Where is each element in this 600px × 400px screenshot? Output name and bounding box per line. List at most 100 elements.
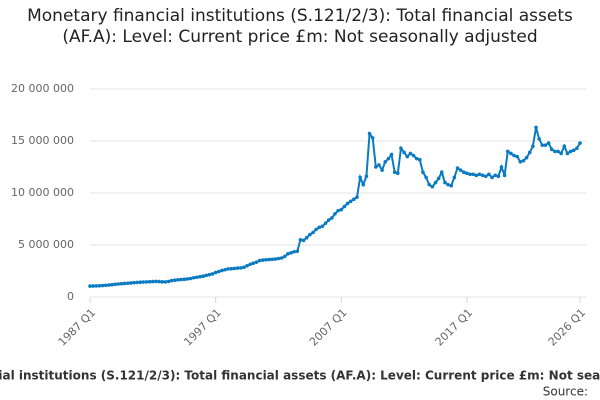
data-point bbox=[358, 175, 362, 180]
data-point bbox=[129, 281, 133, 285]
data-point bbox=[308, 232, 312, 237]
data-point bbox=[173, 278, 177, 282]
data-point bbox=[568, 149, 573, 154]
data-point bbox=[282, 254, 287, 259]
data-point bbox=[257, 258, 262, 263]
data-point bbox=[461, 170, 466, 174]
data-point bbox=[405, 154, 410, 159]
data-point bbox=[377, 163, 381, 167]
data-point bbox=[201, 274, 205, 279]
data-point bbox=[471, 172, 476, 177]
source-label: Source: bbox=[543, 385, 588, 399]
data-point bbox=[421, 170, 425, 174]
data-point bbox=[546, 141, 551, 145]
data-point bbox=[474, 173, 479, 178]
data-point bbox=[198, 274, 202, 279]
data-point bbox=[543, 143, 548, 147]
data-point bbox=[352, 197, 356, 202]
data-point bbox=[251, 261, 256, 266]
y-tick-label: 15 000 000 bbox=[11, 134, 74, 147]
data-point bbox=[455, 166, 460, 170]
x-tick-label: 1997 Q1 bbox=[181, 306, 224, 349]
data-point bbox=[443, 180, 447, 185]
data-point bbox=[575, 146, 579, 151]
data-point bbox=[333, 212, 337, 216]
data-point bbox=[477, 172, 482, 177]
data-point bbox=[216, 269, 221, 274]
footer-title: Monetary financial institutions (S.121/2… bbox=[0, 369, 600, 383]
data-point bbox=[370, 136, 375, 140]
data-point bbox=[220, 268, 224, 273]
data-point bbox=[88, 284, 92, 288]
data-point bbox=[399, 146, 403, 151]
data-point bbox=[458, 168, 463, 172]
data-point bbox=[116, 282, 121, 286]
data-point bbox=[487, 172, 491, 177]
data-point bbox=[169, 278, 174, 283]
data-point bbox=[301, 238, 306, 243]
data-point bbox=[502, 173, 507, 178]
x-tick-label: 2026 Q1 bbox=[546, 306, 589, 349]
data-point bbox=[336, 208, 340, 213]
data-point bbox=[182, 277, 187, 282]
data-point bbox=[141, 280, 146, 284]
data-point bbox=[238, 266, 243, 270]
data-point bbox=[223, 267, 227, 272]
data-point bbox=[496, 174, 501, 179]
data-point bbox=[213, 270, 218, 275]
x-tick-label: 2017 Q1 bbox=[433, 306, 476, 349]
data-point bbox=[408, 151, 413, 156]
data-point bbox=[295, 249, 300, 254]
data-point bbox=[578, 141, 582, 145]
data-point bbox=[427, 182, 432, 187]
x-tick-label: 1987 Q1 bbox=[56, 306, 99, 349]
data-point bbox=[248, 262, 252, 267]
data-point bbox=[185, 277, 190, 281]
data-point bbox=[113, 282, 117, 287]
data-point bbox=[229, 266, 234, 271]
data-point bbox=[157, 279, 161, 284]
data-point bbox=[490, 175, 494, 180]
data-point bbox=[103, 283, 108, 288]
data-point bbox=[235, 266, 240, 270]
y-tick-label: 20 000 000 bbox=[11, 82, 74, 95]
data-point bbox=[380, 168, 384, 172]
data-point bbox=[499, 165, 504, 169]
data-point bbox=[549, 147, 554, 152]
data-point bbox=[279, 256, 284, 260]
data-point bbox=[418, 157, 422, 162]
data-point bbox=[270, 257, 274, 262]
data-point bbox=[521, 158, 526, 163]
data-point bbox=[446, 182, 450, 187]
data-point bbox=[264, 257, 268, 262]
data-point bbox=[122, 281, 127, 286]
data-point bbox=[367, 131, 372, 136]
data-point bbox=[119, 281, 124, 286]
data-point bbox=[176, 278, 180, 282]
data-point bbox=[194, 275, 199, 280]
y-tick-label: 0 bbox=[67, 290, 74, 303]
x-tick-label: 2007 Q1 bbox=[307, 306, 350, 349]
data-point bbox=[154, 279, 158, 284]
data-point bbox=[91, 284, 95, 288]
data-point bbox=[559, 151, 563, 156]
data-point bbox=[518, 160, 523, 164]
data-point bbox=[298, 238, 303, 242]
chart-title: Monetary financial institutions (S.121/2… bbox=[27, 6, 573, 47]
data-point bbox=[383, 160, 388, 164]
data-point bbox=[254, 260, 259, 264]
data-point bbox=[433, 180, 438, 185]
data-point bbox=[339, 207, 344, 212]
data-point bbox=[210, 272, 215, 276]
data-point bbox=[348, 199, 353, 204]
data-point bbox=[392, 170, 397, 174]
data-point bbox=[166, 279, 171, 284]
data-point bbox=[562, 144, 567, 148]
data-point bbox=[414, 156, 419, 161]
data-point bbox=[436, 176, 441, 181]
data-point bbox=[402, 150, 406, 155]
data-point bbox=[449, 183, 454, 188]
data-point bbox=[515, 154, 519, 159]
data-point bbox=[452, 175, 457, 180]
